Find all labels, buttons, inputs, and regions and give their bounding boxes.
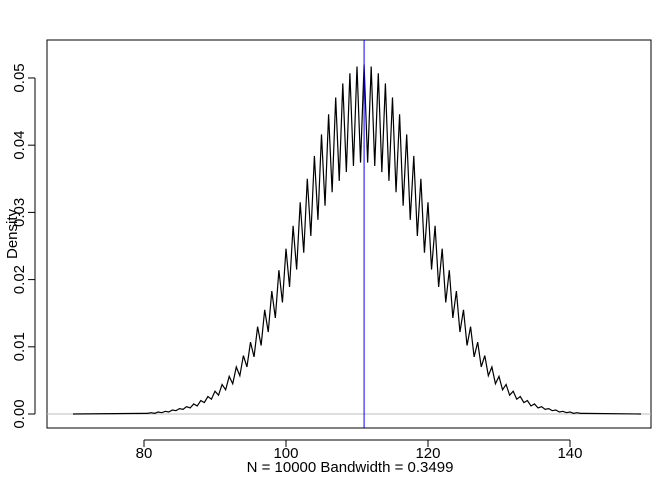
x-axis-label: N = 10000 Bandwidth = 0.3499: [247, 459, 454, 476]
y-axis-label: Density: [4, 208, 21, 259]
y-tick-label: 0.04: [11, 131, 28, 160]
y-tick-label: 0.05: [11, 63, 28, 92]
y-tick-label: 0.00: [11, 399, 28, 428]
plot-box: [46, 39, 652, 429]
y-tick-label: 0.03: [11, 198, 28, 227]
x-tick-label: 80: [136, 445, 153, 462]
y-tick-label: 0.02: [11, 265, 28, 294]
x-tick-label: 100: [273, 445, 298, 462]
x-tick-label: 140: [557, 445, 582, 462]
y-tick-label: 0.01: [11, 332, 28, 361]
density-line: [72, 64, 641, 415]
x-tick-label: 120: [415, 445, 440, 462]
